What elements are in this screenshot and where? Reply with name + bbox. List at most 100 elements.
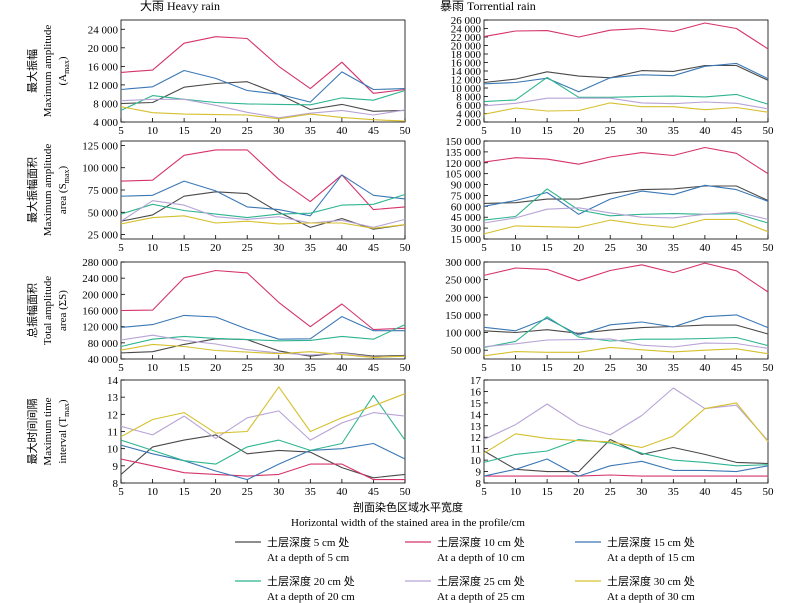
x-tick-label: 30: [636, 125, 648, 137]
row-label-line: interval (Tmax): [57, 399, 71, 464]
y-tick-label: 12 000: [451, 75, 482, 87]
row-label-line: Maximum time: [42, 397, 54, 465]
plot-frame: [120, 261, 406, 360]
y-tick-label: 22 000: [451, 32, 482, 44]
y-tick-label: 8: [476, 478, 482, 490]
y-tick-label: 9: [113, 461, 119, 473]
x-tick-label: 35: [305, 486, 317, 498]
x-tick-label: 25: [242, 125, 254, 137]
x-tick-label: 25: [605, 125, 617, 137]
y-tick-label: 90 000: [451, 180, 482, 192]
x-tick-label: 10: [147, 125, 159, 137]
series-line-depth-6: [483, 402, 769, 454]
x-tick-label: 40: [336, 362, 348, 374]
x-tick-label: 10: [147, 486, 159, 498]
x-tick-label: 40: [699, 486, 711, 498]
y-tick-label: 10: [107, 444, 119, 456]
series-line-depth-2: [483, 22, 769, 50]
x-tick-label: 25: [242, 362, 254, 374]
y-tick-label: 15: [470, 398, 482, 410]
x-tick-label: 50: [400, 242, 412, 254]
panel-heavy-max-area: 25 000 50 000 75 000 100 000 125 000 5 10 15 20 2…: [82, 140, 411, 254]
series-line-depth-5: [483, 338, 769, 349]
series-line-depth-4: [120, 89, 406, 111]
y-tick-label: 26 000: [451, 15, 482, 27]
y-tick-label: 60 000: [451, 201, 482, 213]
legend-label-en: At a depth of 15 cm: [607, 552, 695, 564]
x-tick-label: 35: [305, 242, 317, 254]
y-tick-label: 18 000: [451, 49, 482, 61]
legend: 土层深度 5 cm 处 At a depth of 5 cm 土层深度 10 cm …: [235, 535, 695, 603]
legend-label-zh: 土层深度 20 cm 处: [267, 574, 355, 588]
series-line-depth-2: [120, 36, 406, 94]
y-tick-label: 14: [107, 375, 119, 387]
y-tick-label: 100 000: [82, 163, 118, 175]
x-tick-label: 25: [605, 362, 617, 374]
x-tick-label: 15: [179, 125, 191, 137]
y-tick-label: 105 000: [445, 169, 481, 181]
x-tick-label: 45: [368, 486, 380, 498]
y-tick-label: 8 000: [456, 92, 481, 104]
x-tick-label: 35: [668, 486, 680, 498]
x-tick-label: 5: [118, 362, 124, 374]
x-tick-label: 50: [400, 362, 412, 374]
y-tick-label: 4 000: [456, 109, 481, 121]
row-label-line: area (ΣS): [57, 290, 69, 331]
y-tick-label: 17: [470, 375, 482, 387]
y-tick-label: 30 000: [451, 223, 482, 235]
series-line-depth-3: [483, 184, 769, 215]
series-line-depth-6: [120, 343, 406, 358]
series-line-depth-4: [483, 438, 769, 467]
series-line-depth-2: [483, 262, 769, 293]
x-tick-label: 35: [305, 362, 317, 374]
series-line-depth-2: [484, 474, 768, 477]
series-line-depth-3: [483, 458, 769, 477]
series-line-depth-2: [120, 458, 405, 481]
x-tick-label: 15: [179, 242, 191, 254]
y-tick-label: 160 000: [82, 306, 118, 318]
x-tick-label: 40: [699, 362, 711, 374]
y-tick-label: 10 000: [451, 83, 482, 95]
x-tick-label: 10: [510, 242, 522, 254]
x-tick-label: 40: [336, 125, 348, 137]
y-tick-label: 10: [470, 455, 482, 467]
x-tick-label: 50: [763, 362, 775, 374]
series-line-depth-6: [120, 386, 406, 438]
x-tick-label: 40: [699, 125, 711, 137]
row-label-line: 最大振幅: [25, 49, 39, 93]
y-tick-label: 50 000: [88, 207, 119, 219]
legend-entry-depth-4: 土层深度 20 cm 处 At a depth of 20 cm: [235, 574, 355, 603]
legend-entry-depth-1: 土层深度 5 cm 处 At a depth of 5 cm: [235, 535, 350, 564]
y-tick-label: 9: [476, 467, 482, 479]
y-tick-label: 15 000: [451, 234, 482, 246]
y-tick-label: 6 000: [456, 100, 481, 112]
y-tick-label: 120 000: [82, 322, 118, 334]
x-tick-label: 30: [273, 486, 285, 498]
y-tick-label: 50 000: [451, 345, 482, 357]
x-tick-label: 30: [273, 362, 285, 374]
x-tick-label: 30: [273, 125, 285, 137]
y-tick-label: 13: [107, 392, 119, 404]
row-label-3: 总振幅面积 Total amplitude area (ΣS): [25, 276, 69, 345]
series-line-depth-3: [483, 314, 769, 336]
y-tick-label: 120 000: [445, 158, 481, 170]
y-tick-label: 200 000: [82, 289, 118, 301]
series-line-depth-2: [120, 269, 406, 331]
y-tick-label: 8: [113, 478, 119, 490]
legend-label-zh: 土层深度 25 cm 处: [437, 574, 525, 588]
plot-frame: [483, 19, 769, 123]
x-tick-label: 20: [210, 242, 222, 254]
x-tick-label: 5: [118, 242, 124, 254]
x-tick-label: 20: [210, 486, 222, 498]
x-tick-label: 15: [542, 486, 554, 498]
series-line-depth-6: [483, 346, 769, 357]
plot-frame: [483, 261, 769, 360]
y-tick-label: 200 000: [445, 292, 481, 304]
y-tick-label: 80 000: [88, 338, 119, 350]
x-tick-label: 20: [573, 486, 585, 498]
y-tick-label: 45 000: [451, 212, 482, 224]
y-tick-label: 20 000: [451, 41, 482, 53]
y-tick-label: 16 000: [88, 61, 119, 73]
